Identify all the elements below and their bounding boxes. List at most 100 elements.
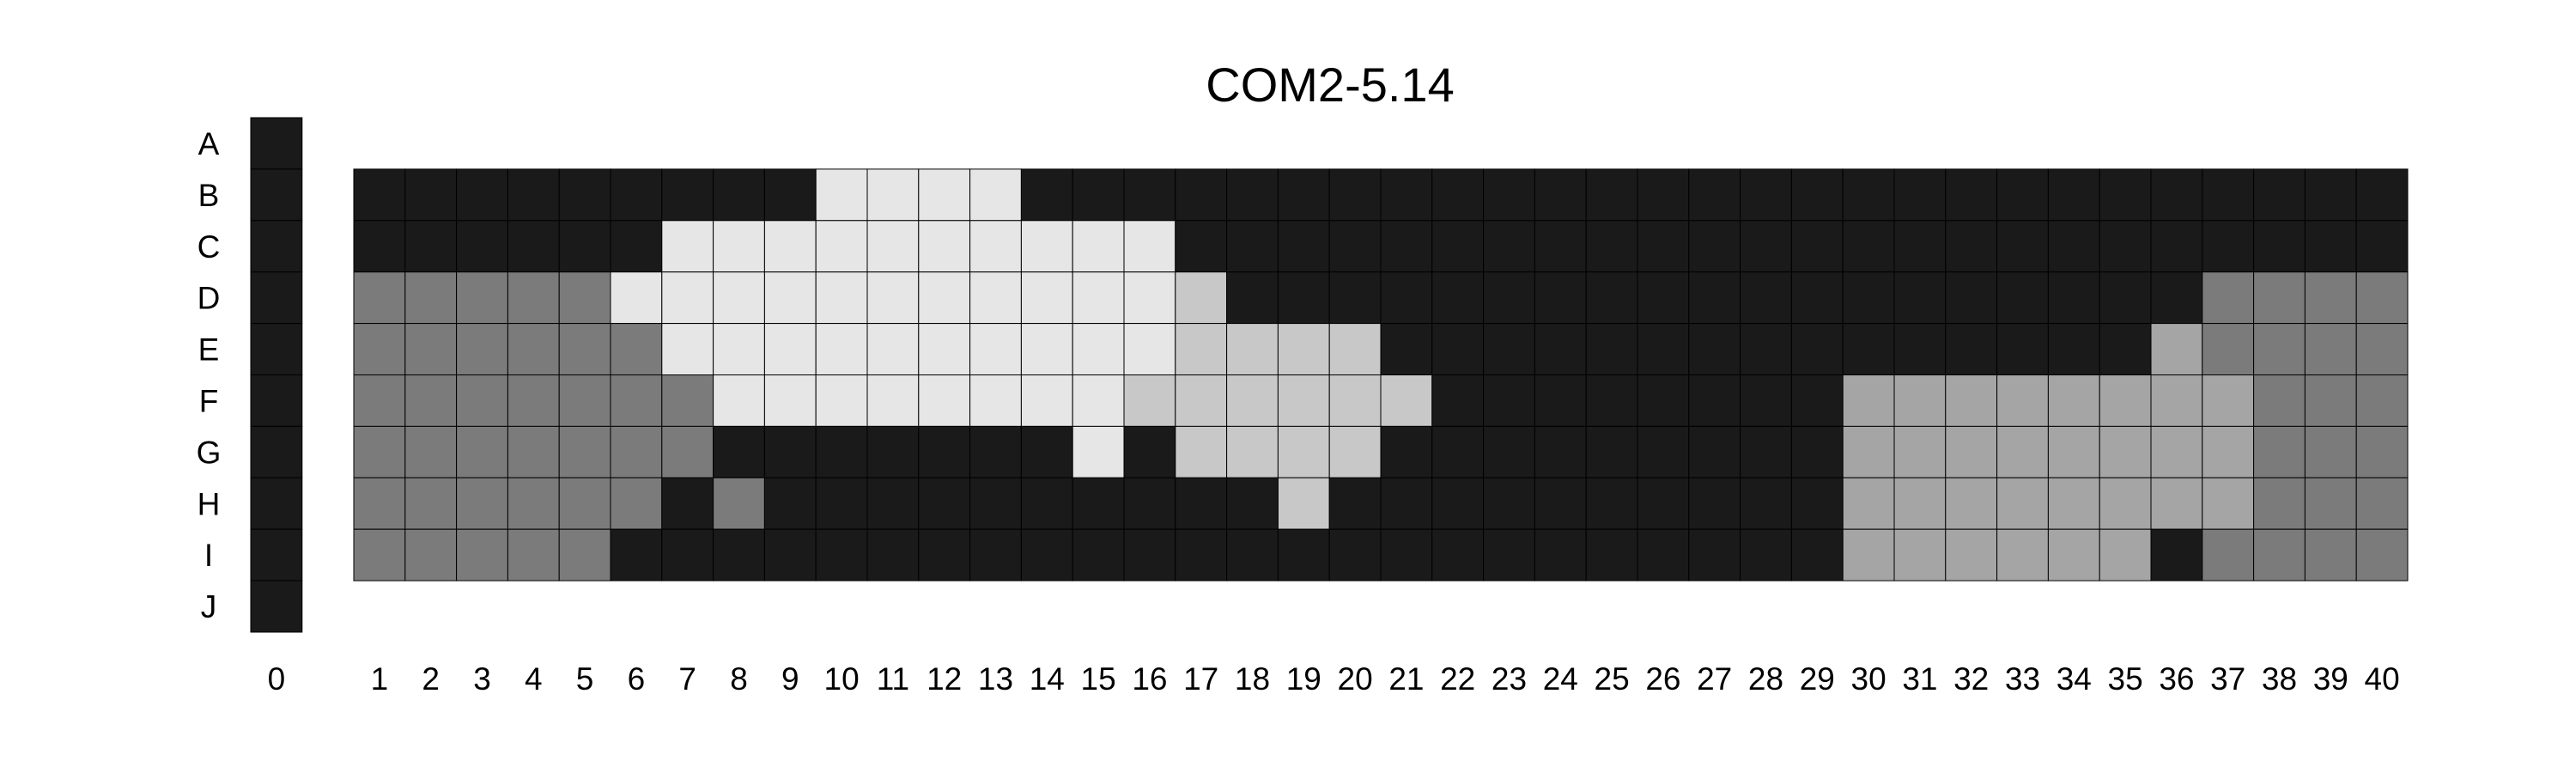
cell-c-22 <box>1431 220 1485 273</box>
cell-g-38 <box>2253 425 2306 478</box>
column-label-3: 3 <box>473 661 491 697</box>
cell-b-14 <box>1020 168 1073 222</box>
cell-g-3 <box>456 425 508 478</box>
column-labels: 0 1 2 3 4 5 6 7 8 9 10 11 12 13 14 15 16 17 18 19 20 21 22 23 24… <box>268 661 2400 697</box>
cell-c-30 <box>1842 220 1895 273</box>
cell-d-14 <box>1020 271 1073 325</box>
column-label-10: 10 <box>824 661 860 697</box>
cell-g-6 <box>610 425 663 478</box>
column-label-4: 4 <box>525 661 543 697</box>
cell-g-15 <box>1072 425 1125 478</box>
cell-c-4 <box>507 220 560 273</box>
column-zero-cells <box>250 117 303 633</box>
column-label-23: 23 <box>1492 661 1527 697</box>
cell-b-31 <box>1893 168 1947 222</box>
cell-d-17 <box>1175 271 1228 325</box>
cell-c-34 <box>2047 220 2100 273</box>
cell-f-2 <box>404 374 458 427</box>
cell-g-37 <box>2202 425 2255 478</box>
cell-j-0 <box>250 580 303 633</box>
cell-b-2 <box>404 168 458 222</box>
row-label-g: G <box>197 435 222 470</box>
column-label-40: 40 <box>2365 661 2400 697</box>
cell-h-1 <box>353 477 406 530</box>
column-label-18: 18 <box>1235 661 1270 697</box>
cell-i-22 <box>1431 528 1485 581</box>
cell-e-37 <box>2202 323 2255 376</box>
cell-i-15 <box>1072 528 1125 581</box>
cell-e-6 <box>610 323 663 376</box>
cell-e-23 <box>1483 323 1535 376</box>
cell-h-22 <box>1431 477 1485 530</box>
cell-d-26 <box>1637 271 1690 325</box>
cell-c-25 <box>1585 220 1638 273</box>
cell-i-32 <box>1945 528 1998 581</box>
cell-b-39 <box>2304 168 2357 222</box>
cell-c-23 <box>1483 220 1535 273</box>
cell-b-20 <box>1328 168 1382 222</box>
cell-g-39 <box>2304 425 2357 478</box>
cell-b-6 <box>610 168 663 222</box>
cell-d-34 <box>2047 271 2100 325</box>
cell-c-21 <box>1380 220 1433 273</box>
column-label-20: 20 <box>1338 661 1373 697</box>
cell-e-5 <box>558 323 611 376</box>
cell-c-33 <box>1996 220 2049 273</box>
cell-f-0 <box>250 374 303 427</box>
cell-h-30 <box>1842 477 1895 530</box>
cell-b-8 <box>713 168 765 222</box>
cell-h-13 <box>969 477 1022 530</box>
cell-c-27 <box>1688 220 1741 273</box>
cell-b-36 <box>2150 168 2203 222</box>
cell-f-40 <box>2355 374 2409 427</box>
cell-g-28 <box>1740 425 1792 478</box>
cell-i-11 <box>866 528 920 581</box>
column-label-31: 31 <box>1902 661 1937 697</box>
cell-c-6 <box>610 220 663 273</box>
cell-b-15 <box>1072 168 1125 222</box>
column-label-21: 21 <box>1388 661 1424 697</box>
cell-e-8 <box>713 323 765 376</box>
cell-c-1 <box>353 220 406 273</box>
cell-f-30 <box>1842 374 1895 427</box>
cell-c-9 <box>763 220 817 273</box>
column-label-36: 36 <box>2159 661 2194 697</box>
cell-g-5 <box>558 425 611 478</box>
cell-b-33 <box>1996 168 2049 222</box>
cell-e-3 <box>456 323 508 376</box>
cell-h-15 <box>1072 477 1125 530</box>
cell-i-28 <box>1740 528 1792 581</box>
cell-h-17 <box>1175 477 1228 530</box>
cell-h-16 <box>1123 477 1176 530</box>
cell-h-23 <box>1483 477 1535 530</box>
chart-title: COM2-5.14 <box>1206 58 1454 112</box>
cell-e-13 <box>969 323 1022 376</box>
cell-f-17 <box>1175 374 1228 427</box>
cell-a-0 <box>250 117 303 170</box>
cell-f-31 <box>1893 374 1947 427</box>
cell-f-21 <box>1380 374 1433 427</box>
cell-f-24 <box>1534 374 1587 427</box>
cell-i-13 <box>969 528 1022 581</box>
cell-e-15 <box>1072 323 1125 376</box>
cell-d-9 <box>763 271 817 325</box>
cell-c-15 <box>1072 220 1125 273</box>
cell-i-17 <box>1175 528 1228 581</box>
cell-d-16 <box>1123 271 1176 325</box>
cell-f-9 <box>763 374 817 427</box>
cell-c-3 <box>456 220 508 273</box>
cell-g-12 <box>918 425 971 478</box>
cell-f-32 <box>1945 374 1998 427</box>
column-label-37: 37 <box>2210 661 2245 697</box>
cell-i-16 <box>1123 528 1176 581</box>
cell-c-35 <box>2099 220 2152 273</box>
cell-i-10 <box>815 528 868 581</box>
cell-b-38 <box>2253 168 2306 222</box>
cell-f-7 <box>661 374 714 427</box>
cell-c-40 <box>2355 220 2409 273</box>
cell-i-7 <box>661 528 714 581</box>
cell-d-15 <box>1072 271 1125 325</box>
cell-e-20 <box>1328 323 1382 376</box>
cell-b-19 <box>1277 168 1330 222</box>
